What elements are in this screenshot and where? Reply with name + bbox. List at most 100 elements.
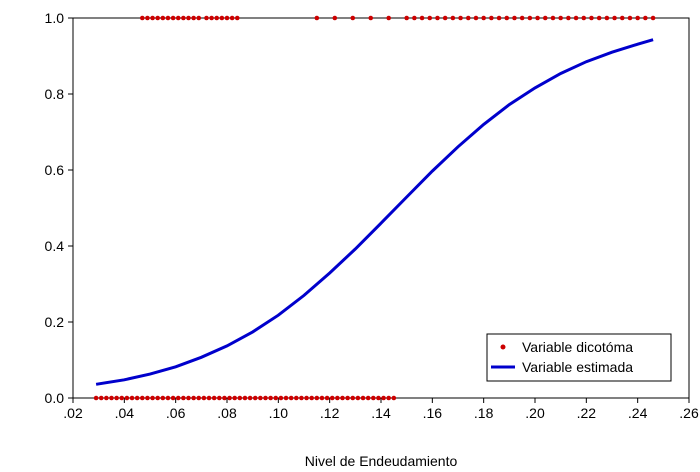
- data-point: [419, 15, 425, 21]
- data-point: [542, 15, 548, 21]
- data-point: [294, 395, 299, 401]
- data-point: [104, 395, 109, 401]
- data-point: [427, 15, 433, 21]
- data-point: [412, 15, 417, 21]
- data-point: [573, 15, 579, 21]
- data-point: [458, 15, 463, 21]
- x-tick-label: .06: [166, 405, 186, 421]
- data-point: [350, 15, 356, 21]
- data-point: [140, 395, 145, 401]
- y-tick-label: 0.0: [45, 390, 65, 406]
- legend-label-variable-estimada: Variable estimada: [522, 359, 633, 375]
- data-point: [206, 395, 212, 401]
- y-tick-label: 0.8: [45, 86, 65, 102]
- data-point: [581, 15, 587, 21]
- data-point: [263, 395, 268, 401]
- x-tick-label: .04: [115, 405, 135, 421]
- data-point: [186, 395, 191, 401]
- data-point: [229, 15, 235, 21]
- x-axis: .02 .04 .06 .08 .10 .12 .14 .16 .18 .20 .22 .24 .26: [63, 398, 699, 421]
- data-point: [368, 15, 374, 21]
- data-point: [391, 395, 397, 401]
- data-point: [191, 395, 196, 401]
- data-point: [376, 395, 381, 401]
- data-point: [160, 15, 166, 21]
- data-point: [589, 15, 594, 21]
- data-point: [386, 15, 392, 21]
- data-point: [314, 395, 320, 401]
- x-axis-title: Nivel de Endeudamiento: [305, 453, 458, 469]
- data-point: [332, 15, 338, 21]
- data-point: [558, 15, 563, 21]
- data-point: [145, 15, 150, 21]
- data-point: [219, 15, 225, 21]
- x-tick-label: .26: [679, 405, 699, 421]
- data-point: [181, 395, 186, 401]
- data-point: [214, 15, 220, 21]
- y-tick-label: 1.0: [45, 10, 65, 26]
- data-point: [98, 395, 104, 401]
- data-point: [196, 395, 202, 401]
- data-point: [258, 395, 263, 401]
- data-point: [196, 15, 202, 21]
- x-tick-label: .20: [525, 405, 545, 421]
- data-point: [550, 15, 556, 21]
- data-point: [329, 395, 335, 401]
- data-point: [155, 395, 160, 401]
- data-point: [217, 395, 222, 401]
- data-point: [335, 395, 340, 401]
- data-point: [465, 15, 471, 21]
- data-point: [145, 395, 150, 401]
- series-line-variable-estimada: [95, 38, 654, 386]
- data-point: [288, 395, 294, 401]
- legend-label-variable-dicotoma: Variable dicotóma: [522, 339, 633, 355]
- data-point: [134, 395, 140, 401]
- x-tick-label: .12: [320, 405, 340, 421]
- data-point: [119, 395, 125, 401]
- data-point: [211, 395, 217, 401]
- data-point: [627, 15, 633, 21]
- data-point: [160, 395, 166, 401]
- data-point: [504, 15, 510, 21]
- x-tick-label: .08: [217, 405, 237, 421]
- data-point: [209, 15, 214, 21]
- data-point: [519, 15, 525, 21]
- data-point: [635, 15, 640, 21]
- data-point: [299, 395, 304, 401]
- data-point: [278, 395, 284, 401]
- data-point: [242, 395, 248, 401]
- legend-marker-points: [500, 344, 506, 350]
- data-point: [201, 395, 207, 401]
- data-point: [496, 15, 502, 21]
- data-point: [227, 395, 232, 401]
- data-point: [309, 395, 315, 401]
- data-point: [234, 15, 240, 21]
- data-point: [237, 395, 243, 401]
- y-tick-label: 0.4: [45, 238, 65, 254]
- data-point: [155, 15, 160, 21]
- data-point: [371, 395, 376, 401]
- data-point: [481, 15, 486, 21]
- data-point: [165, 15, 171, 21]
- data-point: [140, 15, 145, 21]
- data-point: [222, 395, 227, 401]
- data-point: [232, 395, 237, 401]
- x-tick-label: .22: [577, 405, 597, 421]
- data-point: [150, 395, 155, 401]
- data-point: [489, 15, 494, 21]
- data-point: [175, 395, 181, 401]
- data-point: [360, 395, 366, 401]
- data-point: [619, 15, 625, 21]
- data-point: [224, 15, 230, 21]
- data-point: [435, 15, 440, 21]
- data-point: [247, 395, 253, 401]
- data-point: [612, 15, 617, 21]
- data-point: [268, 395, 273, 401]
- data-point: [319, 395, 325, 401]
- points-layer: [93, 15, 656, 401]
- data-point: [283, 395, 289, 401]
- data-point: [204, 15, 209, 21]
- data-point: [150, 15, 155, 21]
- data-point: [450, 15, 456, 21]
